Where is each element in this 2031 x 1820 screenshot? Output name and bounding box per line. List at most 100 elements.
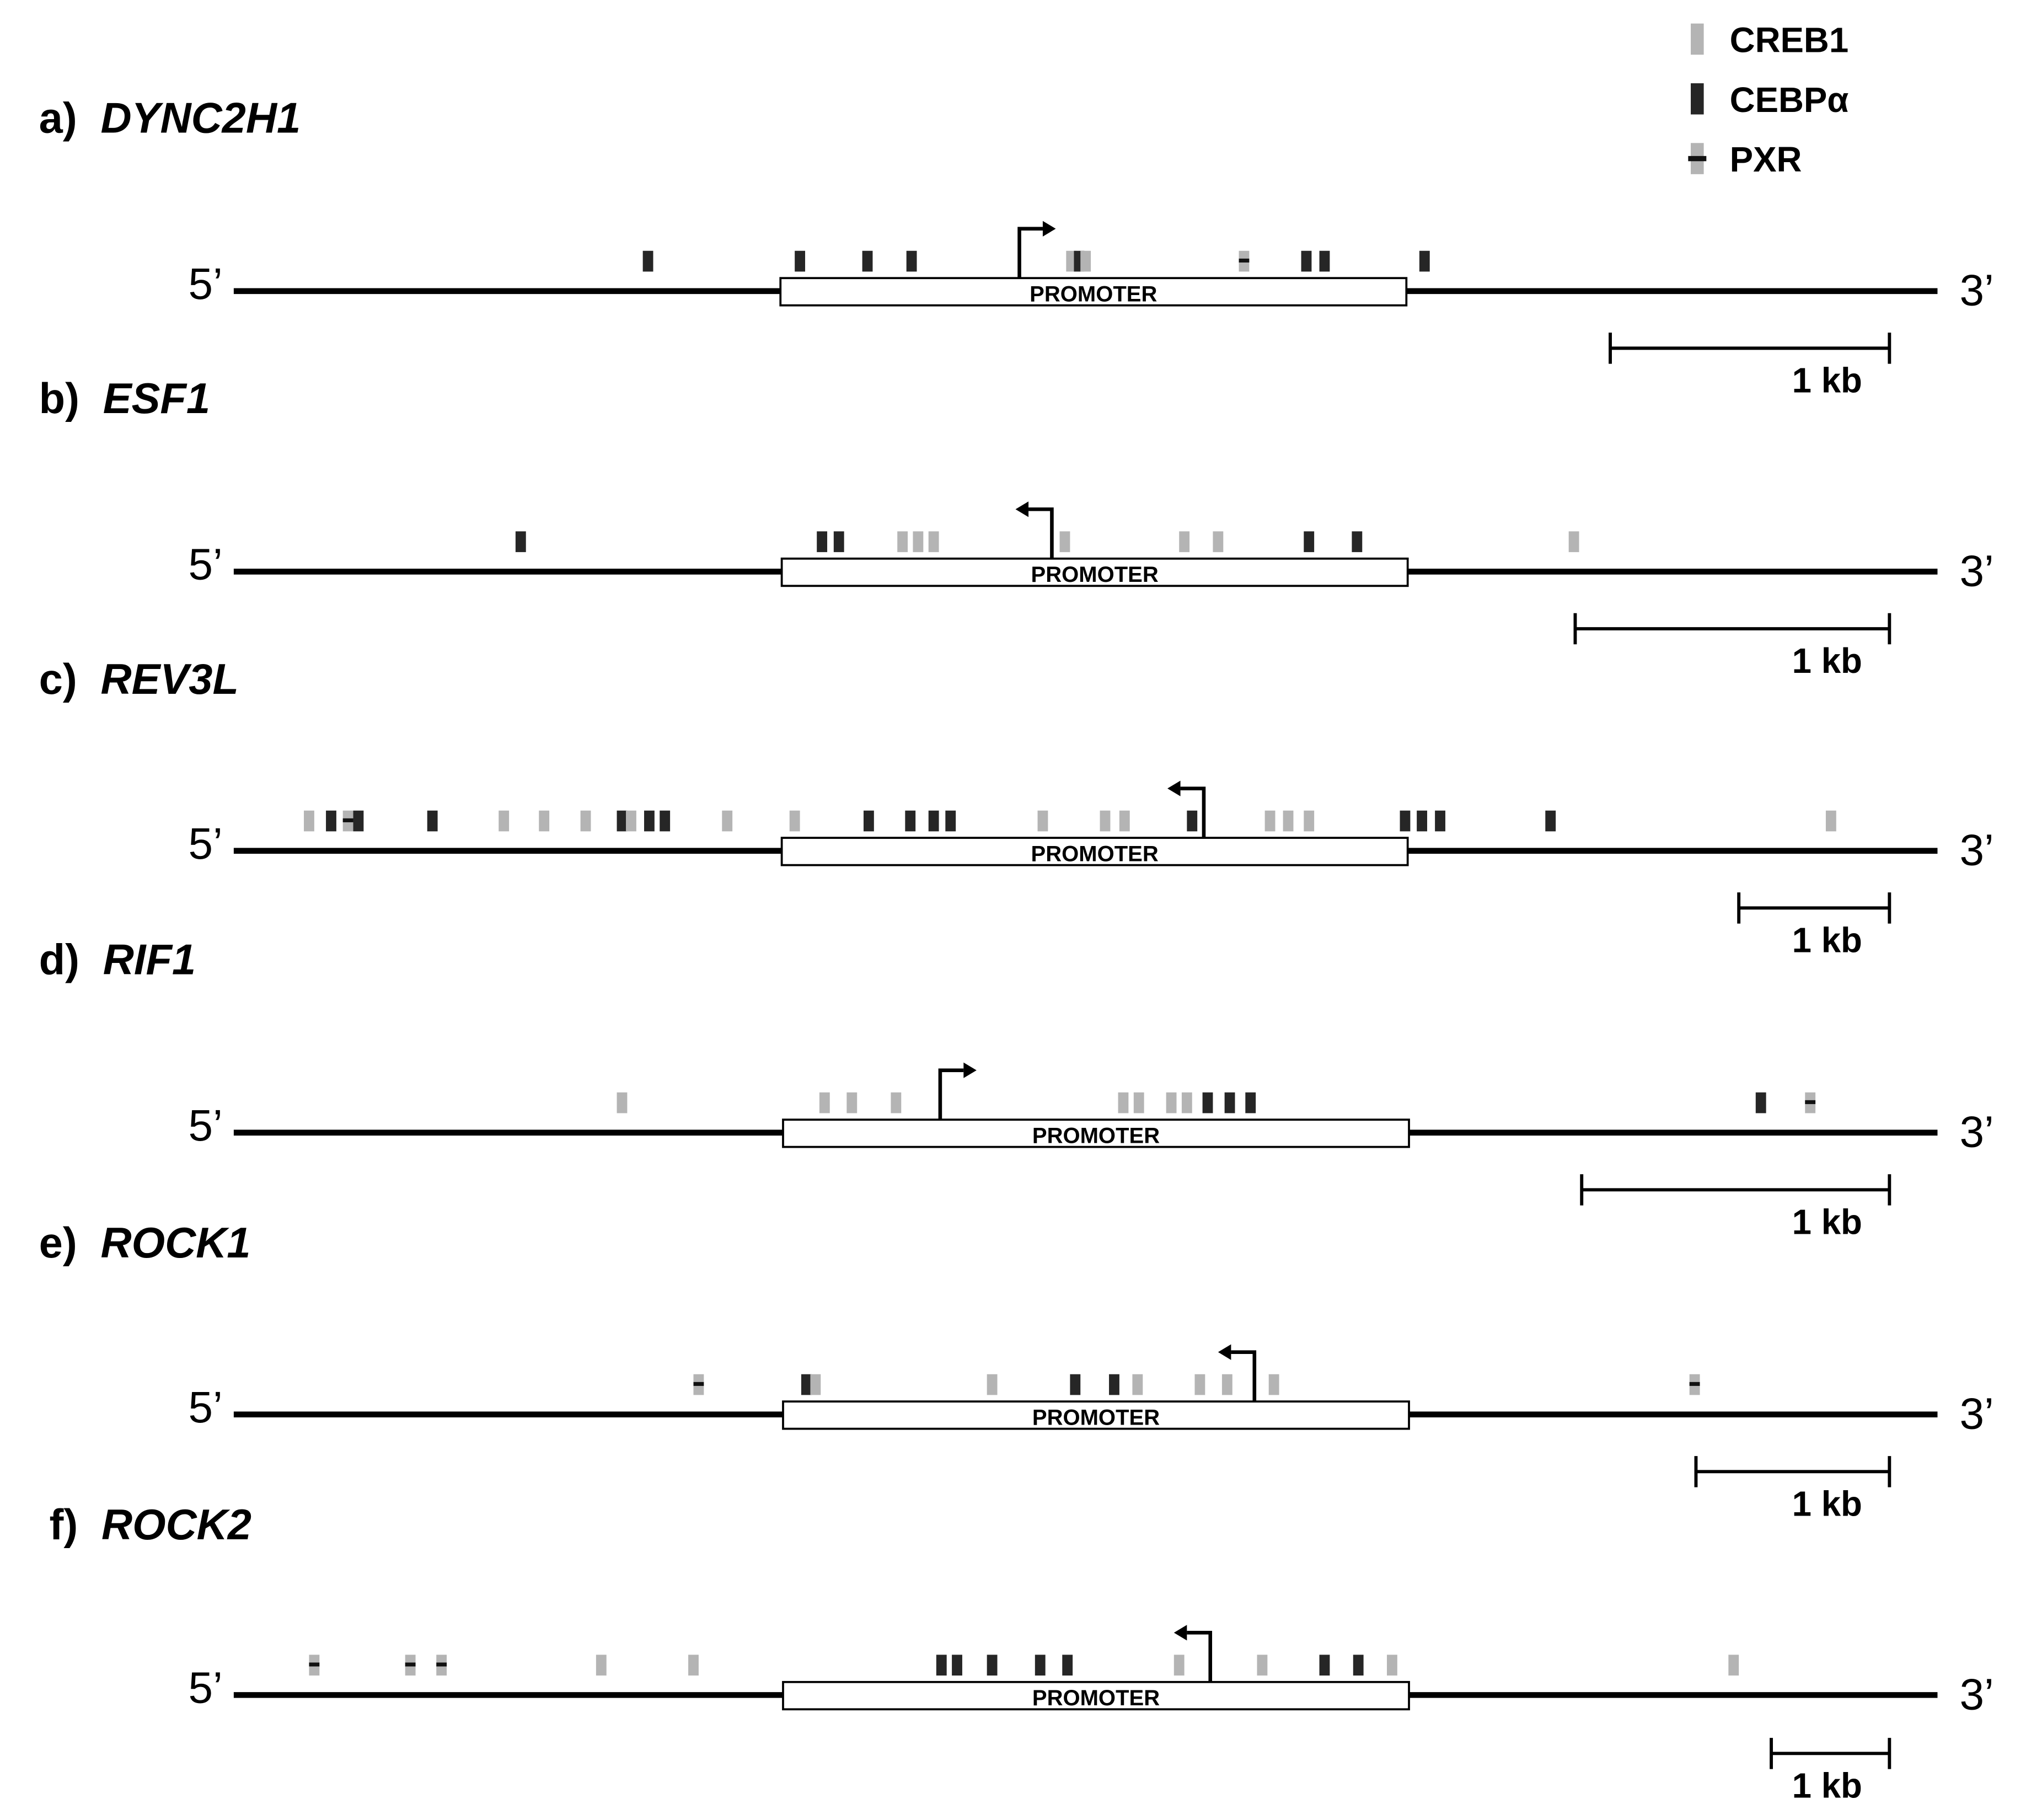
cebpa-site bbox=[1202, 1092, 1213, 1114]
panel-letter: f) bbox=[49, 1501, 89, 1549]
scale-label: 1 kb bbox=[1792, 1766, 1862, 1805]
legend-item-cebpa: CEBPα bbox=[1691, 81, 1848, 120]
promoter-box bbox=[782, 1118, 1410, 1148]
cebpa-site bbox=[795, 250, 806, 272]
cebpa-site bbox=[1400, 810, 1411, 832]
three-prime-label: 3’ bbox=[1959, 826, 1994, 875]
cebpa-site bbox=[1062, 1655, 1073, 1676]
pxr-site-stripe bbox=[1239, 258, 1250, 263]
cebpa-site bbox=[1224, 1092, 1235, 1114]
five-prime-label: 5’ bbox=[188, 819, 222, 868]
tss-arrow bbox=[1187, 1631, 1213, 1682]
pxr-site-stripe bbox=[342, 818, 353, 822]
legend-label-cebpa: CEBPα bbox=[1730, 81, 1849, 120]
three-prime-label: 3’ bbox=[1959, 1669, 1994, 1719]
cebpa-site bbox=[906, 250, 917, 272]
cebpa-site bbox=[928, 810, 939, 832]
cebpa-site bbox=[1319, 250, 1330, 272]
legend-label-creb1: CREB1 bbox=[1730, 20, 1849, 60]
cebpa-site bbox=[936, 1655, 947, 1676]
legend: CREB1 CEBPα PXR bbox=[1688, 20, 1848, 179]
panel-letter: e) bbox=[39, 1219, 89, 1267]
three-prime-label: 3’ bbox=[1959, 266, 1994, 315]
cebpa-site bbox=[1353, 1655, 1364, 1676]
tss-arrowhead bbox=[1042, 221, 1056, 237]
creb1-site bbox=[1179, 531, 1190, 553]
creb1-site bbox=[1221, 1374, 1232, 1395]
tss-arrowhead bbox=[1218, 1344, 1231, 1360]
cebpa-site bbox=[1352, 531, 1363, 553]
tss-arrowhead bbox=[1173, 1625, 1187, 1641]
cebpa-site bbox=[353, 810, 364, 832]
cebpa-site bbox=[515, 531, 526, 553]
creb1-site bbox=[1283, 810, 1294, 832]
cebpa-site bbox=[1319, 1655, 1330, 1676]
cebpa-site bbox=[617, 810, 628, 832]
creb1-site bbox=[688, 1655, 699, 1676]
cebpa-site bbox=[817, 531, 828, 553]
tss-arrow bbox=[1017, 227, 1043, 279]
cebpa-site bbox=[1545, 810, 1556, 832]
cebpa-site bbox=[1435, 810, 1445, 832]
pxr-swatch-stripe bbox=[1688, 156, 1707, 162]
panel-b: b) ESF1 5’ 3’ PROMOTER 1 kb bbox=[39, 375, 1994, 681]
panel-a: a) DYNC2H1 5’ 3’ PROMOTER 1 kb bbox=[39, 94, 1994, 400]
promoter-label: PROMOTER bbox=[1030, 282, 1157, 307]
panel-letter: a) bbox=[39, 94, 89, 142]
gene-name: ESF1 bbox=[103, 375, 210, 422]
tss-arrowhead bbox=[1167, 780, 1181, 796]
creb1-site bbox=[499, 810, 510, 832]
scale-label: 1 kb bbox=[1792, 1202, 1862, 1241]
cebpa-site bbox=[862, 250, 873, 272]
promoter-box bbox=[782, 1680, 1410, 1711]
creb1-site bbox=[1132, 1374, 1143, 1395]
five-prime-label: 5’ bbox=[188, 1663, 222, 1712]
panel-letter: c) bbox=[39, 656, 89, 703]
three-prime-label: 3’ bbox=[1959, 1389, 1994, 1438]
gene-name: RIF1 bbox=[103, 936, 196, 983]
pxr-site-stripe bbox=[405, 1662, 416, 1667]
cebpa-site bbox=[987, 1655, 998, 1676]
cebpa-site bbox=[863, 810, 874, 832]
legend-item-creb1: CREB1 bbox=[1691, 20, 1848, 60]
three-prime-label: 3’ bbox=[1959, 1107, 1994, 1157]
scale-label: 1 kb bbox=[1792, 641, 1862, 681]
panel-letter: b) bbox=[39, 375, 92, 422]
panel-title: b) ESF1 bbox=[39, 375, 210, 422]
creb1-site bbox=[722, 810, 733, 832]
cebpa-site bbox=[1755, 1092, 1766, 1114]
cebpa-site bbox=[801, 1374, 812, 1395]
tss-arrowhead bbox=[1015, 501, 1029, 517]
tss-arrow bbox=[938, 1068, 964, 1120]
tss-arrowhead bbox=[963, 1062, 977, 1078]
cebpa-site bbox=[952, 1655, 962, 1676]
panel-letter: d) bbox=[39, 936, 92, 983]
creb1-site bbox=[539, 810, 550, 832]
cebpa-site bbox=[1304, 531, 1315, 553]
cebpa-site bbox=[1417, 810, 1427, 832]
pxr-site-stripe bbox=[309, 1662, 320, 1667]
creb1-site bbox=[987, 1374, 998, 1395]
creb1-site bbox=[789, 810, 800, 832]
creb1-site bbox=[1194, 1374, 1205, 1395]
creb1-site bbox=[1568, 531, 1579, 553]
panel-title: e) ROCK1 bbox=[39, 1219, 251, 1267]
creb1-site bbox=[1173, 1655, 1185, 1676]
cebpa-site bbox=[427, 810, 438, 832]
panel-title: f) ROCK2 bbox=[49, 1501, 251, 1549]
cebpa-site bbox=[326, 810, 336, 832]
scale-label: 1 kb bbox=[1792, 920, 1862, 960]
creb1-site bbox=[1257, 1655, 1268, 1676]
cebpa-site bbox=[1070, 1374, 1081, 1395]
creb1-site bbox=[928, 531, 939, 553]
scale-label: 1 kb bbox=[1792, 1484, 1862, 1523]
cebpa-site bbox=[642, 250, 653, 272]
creb1-site bbox=[1213, 531, 1224, 553]
pxr-site-stripe bbox=[693, 1382, 704, 1386]
promoter-label: PROMOTER bbox=[1032, 1686, 1160, 1710]
promoter-label: PROMOTER bbox=[1032, 1124, 1160, 1148]
creb1-site bbox=[1825, 810, 1836, 832]
creb1-site bbox=[617, 1092, 628, 1114]
